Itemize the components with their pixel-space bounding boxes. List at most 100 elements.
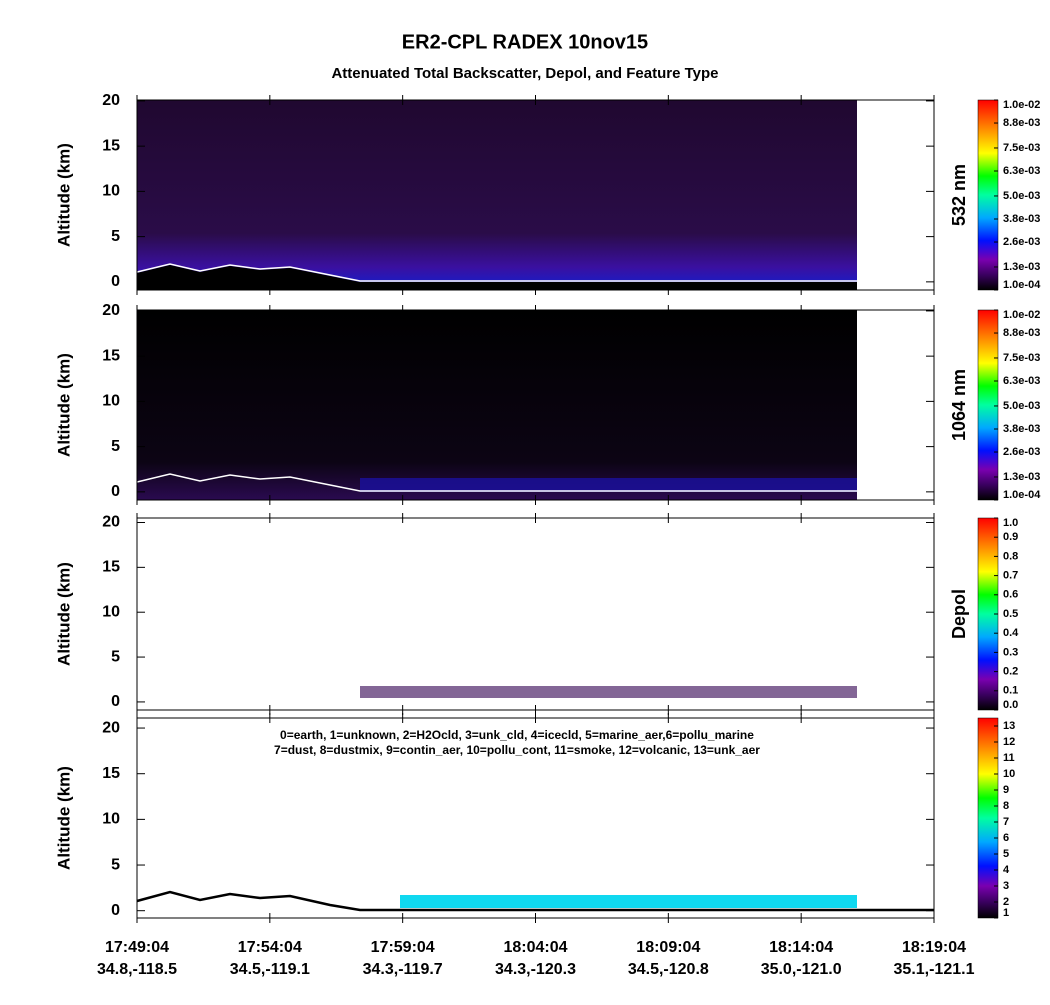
colorbar-label: 532 nm xyxy=(949,164,969,226)
colorbar-tick-label: 0.3 xyxy=(1003,646,1018,658)
colorbar-tick-label: 7 xyxy=(1003,816,1009,828)
y-tick-label: 10 xyxy=(102,393,120,410)
y-tick-label: 0 xyxy=(111,483,120,500)
y-tick-label: 15 xyxy=(102,559,120,576)
x-tick-sublabel: 34.5,-119.1 xyxy=(230,961,310,978)
y-axis-label: Altitude (km) xyxy=(54,766,73,870)
y-tick-label: 20 xyxy=(102,719,120,736)
curtain-images xyxy=(136,100,934,912)
x-tick-label: 18:09:04 xyxy=(636,939,700,956)
x-tick-sublabel: 34.3,-119.7 xyxy=(363,961,443,978)
colorbar-tick-label: 3.8e-03 xyxy=(1003,213,1040,225)
colorbar-tick-label: 7.5e-03 xyxy=(1003,352,1040,364)
y-tick-label: 20 xyxy=(102,302,120,319)
colorbar-tick-label: 8 xyxy=(1003,800,1009,812)
colorbar-tick-label: 2.6e-03 xyxy=(1003,446,1040,458)
colorbar-tick-label: 6.3e-03 xyxy=(1003,165,1040,177)
colorbar-tick-label: 1.0e-04 xyxy=(1003,489,1041,501)
colorbar-tick-label: 9 xyxy=(1003,784,1009,796)
colorbar-tick-label: 1 xyxy=(1003,907,1009,919)
y-tick-label: 0 xyxy=(111,693,120,710)
colorbar-tick-label: 7.5e-03 xyxy=(1003,142,1040,154)
y-axis-label: Altitude (km) xyxy=(54,562,73,666)
subtitle: Attenuated Total Backscatter, Depol, and… xyxy=(331,65,718,82)
ground-532 xyxy=(137,265,857,290)
x-tick-sublabel: 34.3,-120.3 xyxy=(495,961,576,978)
y-axis-label: Altitude (km) xyxy=(54,143,73,247)
colorbar-tick-label: 0.4 xyxy=(1003,627,1019,639)
plot-frame xyxy=(136,517,935,711)
colorbar-tick-label: 6 xyxy=(1003,832,1009,844)
colorbar-tick-label: 3.8e-03 xyxy=(1003,423,1040,435)
colorbar-tick-label: 1.0e-02 xyxy=(1003,99,1040,111)
colorbar-tick-label: 0.8 xyxy=(1003,550,1018,562)
x-tick-sublabel: 35.0,-121.0 xyxy=(761,961,842,978)
y-tick-label: 0 xyxy=(111,902,120,919)
y-tick-label: 10 xyxy=(102,183,120,200)
y-tick-label: 15 xyxy=(102,347,120,364)
y-tick-label: 10 xyxy=(102,603,120,620)
colorbar-tick-label: 0.2 xyxy=(1003,666,1018,678)
colorbar-tick-label: 0.5 xyxy=(1003,608,1018,620)
y-axis-label: Altitude (km) xyxy=(54,353,73,457)
annotation: 7=dust, 8=dustmix, 9=contin_aer, 10=poll… xyxy=(274,743,760,757)
layer-1064 xyxy=(360,478,857,492)
colorbar-tick-label: 5.0e-03 xyxy=(1003,190,1040,202)
colorbar-tick-label: 5.0e-03 xyxy=(1003,400,1040,412)
colorbar-label: Depol xyxy=(949,589,969,639)
x-tick-sublabel: 35.1,-121.1 xyxy=(894,961,975,978)
colorbar-tick-label: 5 xyxy=(1003,848,1009,860)
colorbar-tick-label: 0.7 xyxy=(1003,570,1018,582)
colorbar-tick-label: 8.8e-03 xyxy=(1003,327,1040,339)
y-tick-label: 15 xyxy=(102,765,120,782)
y-tick-label: 5 xyxy=(111,648,120,665)
y-tick-label: 20 xyxy=(102,92,120,109)
curtain-1064 xyxy=(137,310,857,500)
x-tick-sublabel: 34.8,-118.5 xyxy=(97,961,177,978)
curtain-532 xyxy=(137,100,857,290)
y-tick-label: 5 xyxy=(111,438,120,455)
colorbar-tick-label: 0.6 xyxy=(1003,589,1018,601)
colorbar-tick-label: 13 xyxy=(1003,720,1015,732)
annotation: 0=earth, 1=unknown, 2=H2Ocld, 3=unk_cld,… xyxy=(280,728,754,742)
colorbar-tick-label: 3 xyxy=(1003,880,1009,892)
y-tick-label: 20 xyxy=(102,514,120,531)
colorbar-tick-label: 0.0 xyxy=(1003,699,1018,711)
earth-line xyxy=(136,890,934,912)
colorbar xyxy=(977,309,999,501)
colorbar-tick-label: 10 xyxy=(1003,768,1015,780)
y-tick-label: 15 xyxy=(102,137,120,154)
x-tick-label: 17:59:04 xyxy=(371,939,435,956)
colorbar-tick-label: 8.8e-03 xyxy=(1003,117,1040,129)
colorbar-tick-label: 1.0 xyxy=(1003,517,1018,529)
x-tick-sublabel: 34.5,-120.8 xyxy=(628,961,709,978)
y-tick-label: 0 xyxy=(111,273,120,290)
colorbar-tick-label: 0.1 xyxy=(1003,685,1018,697)
y-tick-label: 5 xyxy=(111,856,120,873)
title: ER2-CPL RADEX 10nov15 xyxy=(402,31,648,53)
colorbar-tick-label: 2 xyxy=(1003,896,1009,908)
y-tick-label: 5 xyxy=(111,228,120,245)
colorbar xyxy=(977,99,999,291)
colorbar-tick-label: 1.3e-03 xyxy=(1003,261,1040,273)
depol-layer xyxy=(360,686,857,698)
colorbar-tick-label: 11 xyxy=(1003,752,1015,764)
colorbar-tick-label: 6.3e-03 xyxy=(1003,375,1040,387)
x-tick-label: 18:14:04 xyxy=(769,939,833,956)
colorbar-tick-label: 1.0e-04 xyxy=(1003,279,1041,291)
surface-1064 xyxy=(136,473,857,492)
colorbar-tick-label: 2.6e-03 xyxy=(1003,236,1040,248)
x-tick-label: 17:54:04 xyxy=(238,939,302,956)
aerosol-layer xyxy=(400,895,857,908)
x-tick-label: 17:49:04 xyxy=(105,939,169,956)
colorbar-tick-label: 1.0e-02 xyxy=(1003,309,1040,321)
y-tick-label: 10 xyxy=(102,811,120,828)
colorbar xyxy=(977,717,999,919)
x-tick-label: 18:04:04 xyxy=(503,939,567,956)
colorbar-tick-label: 12 xyxy=(1003,736,1015,748)
colorbar-tick-label: 1.3e-03 xyxy=(1003,471,1040,483)
colorbar-label: 1064 nm xyxy=(949,369,969,441)
colorbar-tick-label: 0.9 xyxy=(1003,531,1018,543)
